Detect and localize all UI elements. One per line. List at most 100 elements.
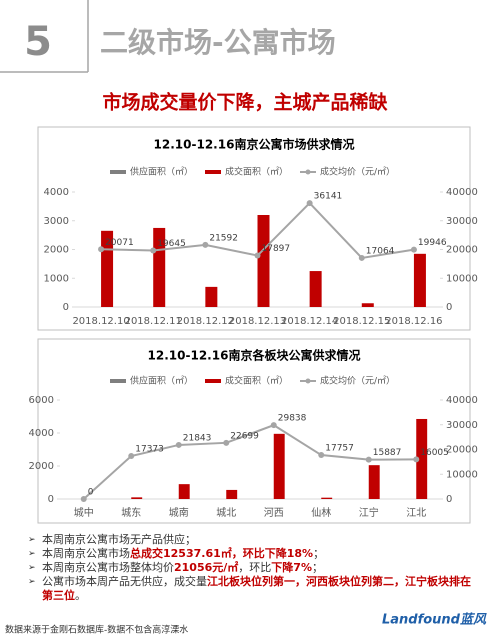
bar [368, 465, 380, 499]
value-label: 19645 [157, 239, 186, 249]
bullet-text: 本周南京公寓市场无产品供应； [42, 533, 196, 546]
legend-label: 成交均价（元/㎡） [320, 375, 395, 387]
y2-tick-label: 20000 [446, 445, 478, 456]
bullet-text: ； [313, 547, 325, 560]
value-label: 20071 [105, 238, 134, 248]
y2-tick-label: 10000 [446, 273, 478, 284]
x-tick-label: 城中 [74, 506, 94, 519]
bullet-list: 本周南京公寓市场无产品供应；本周南京公寓市场总成交12537.61㎡，环比下降1… [28, 533, 473, 603]
y2-tick-label: 40000 [446, 395, 478, 406]
bullet-text: ，环比 [238, 561, 272, 574]
x-tick-label: 城东 [121, 506, 141, 519]
y2-tick-label: 40000 [446, 187, 478, 198]
y2-tick-label: 0 [446, 494, 452, 505]
legend-label: 供应面积（㎡） [130, 375, 193, 387]
x-tick-label: 2018.12.11 [125, 316, 182, 327]
value-label: 15887 [373, 448, 402, 458]
y-tick-label: 1000 [44, 273, 69, 284]
x-tick-label: 江北 [406, 507, 426, 519]
bar [321, 497, 333, 499]
y-tick-label: 4000 [44, 187, 69, 198]
legend-swatch [305, 378, 311, 384]
y-tick-label: 2000 [29, 461, 54, 472]
bar [257, 215, 270, 307]
legend-swatch [205, 379, 221, 383]
value-label: 16005 [420, 448, 449, 458]
legend-swatch [205, 170, 221, 174]
y-tick-label: 0 [48, 494, 54, 505]
y2-tick-label: 0 [446, 302, 452, 313]
x-tick-label: 城北 [216, 507, 236, 519]
bar [153, 227, 166, 307]
bar [273, 433, 285, 499]
legend-label: 成交均价（元/㎡） [320, 166, 395, 178]
point [128, 453, 135, 460]
bar [413, 253, 426, 307]
point [202, 241, 209, 248]
value-label: 29838 [278, 414, 307, 424]
point [175, 441, 182, 448]
bullet: 本周南京公寓市场整体均价21056元/㎡，环比下降7%； [28, 561, 473, 575]
bullet-text: 本周南京公寓市场整体均价 [42, 561, 174, 574]
chart-frame [37, 338, 471, 524]
legend-swatch [110, 379, 126, 383]
chart-frame [37, 126, 471, 331]
point [365, 456, 372, 463]
y-tick-label: 4000 [29, 428, 54, 439]
x-tick-label: 江宁 [359, 506, 379, 519]
chart-title: 12.10-12.16南京各板块公寓供求情况 [148, 348, 361, 363]
bar [416, 418, 428, 499]
x-tick-label: 城南 [169, 506, 189, 519]
source-note: 数据来源于金刚石数据库-数据不包含高淳溧水 [5, 624, 188, 636]
legend-swatch [110, 170, 126, 174]
bullet-text: ； [311, 561, 323, 574]
value-label: 21843 [183, 433, 212, 443]
value-label: 21592 [209, 233, 238, 243]
chart-title: 12.10-12.16南京公寓市场供求情况 [154, 137, 355, 152]
bar [361, 303, 374, 307]
value-label: 19946 [418, 238, 447, 248]
bullet-text: 下降7% [271, 561, 312, 574]
x-tick-label: 2018.12.12 [177, 316, 234, 327]
y-tick-label: 0 [63, 302, 69, 313]
bullet: 本周南京公寓市场无产品供应； [28, 533, 473, 547]
x-tick-label: 2018.12.15 [333, 316, 390, 327]
value-label: 22699 [230, 431, 259, 441]
point [410, 246, 417, 253]
x-tick-label: 2018.12.16 [385, 316, 442, 327]
y-tick-label: 3000 [44, 216, 69, 227]
x-tick-label: 2018.12.13 [229, 316, 286, 327]
x-tick-label: 2018.12.14 [281, 316, 338, 327]
y2-tick-label: 10000 [446, 469, 478, 480]
bar [205, 286, 218, 307]
value-label: 0 [88, 488, 94, 498]
bar [226, 489, 238, 499]
value-label: 17373 [135, 445, 164, 455]
y-tick-label: 2000 [44, 245, 69, 256]
point [413, 456, 420, 463]
legend-label: 成交面积（㎡） [225, 166, 288, 178]
value-label: 17757 [325, 444, 354, 454]
legend-label: 成交面积（㎡） [225, 375, 288, 387]
bullet-text: 总成交12537.61㎡，环比下降18% [130, 547, 314, 560]
point [150, 247, 157, 254]
x-tick-label: 仙林 [311, 506, 331, 519]
bullet-text: 本周南京公寓市场 [42, 547, 130, 560]
bar [101, 230, 114, 307]
y2-tick-label: 30000 [446, 216, 478, 227]
bullet: 公寓市场本周产品无供应，成交量江北板块位列第一，河西板块位列第二，江宁板块排在第… [28, 575, 473, 603]
legend-swatch [305, 169, 311, 175]
bullet-text: 21056元/㎡ [174, 561, 239, 574]
point [98, 246, 105, 253]
headline: 市场成交量价下降，主城产品稀缺 [102, 91, 388, 114]
bullet-text: 江北板块位列第一，河西板块位列第二，江宁板块排在第三位 [42, 575, 471, 602]
x-tick-label: 2018.12.10 [72, 316, 129, 327]
section-number: 5 [24, 19, 52, 65]
point [306, 200, 313, 207]
point [270, 422, 277, 429]
x-tick-label: 河西 [264, 507, 284, 519]
line [83, 424, 417, 500]
bar [178, 484, 190, 499]
